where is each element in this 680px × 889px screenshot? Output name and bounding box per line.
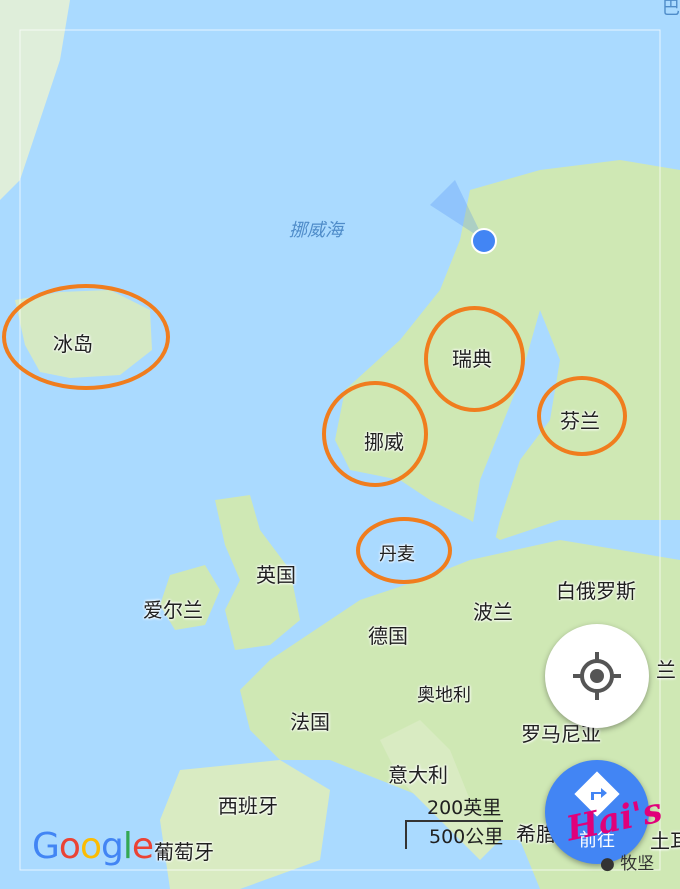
greenland-land (0, 0, 70, 200)
country-label-uk[interactable]: 英国 (256, 563, 296, 587)
highlight-circle-finland (537, 376, 627, 456)
highlight-circle-denmark (356, 517, 452, 584)
italy-land (380, 720, 500, 860)
country-label-spain[interactable]: 西班牙 (218, 794, 278, 818)
country-label-portugal[interactable]: 葡萄牙 (154, 840, 214, 864)
directions-icon (574, 771, 620, 817)
country-label-italy[interactable]: 意大利 (388, 763, 448, 787)
map-scale: 200英里 500公里 (405, 793, 504, 849)
country-label-ireland[interactable]: 爱尔兰 (143, 598, 203, 622)
country-label-austria[interactable]: 奥地利 (417, 685, 471, 706)
heading-beam (430, 180, 484, 240)
iberia-land (160, 760, 330, 889)
current-location-dot (471, 228, 497, 254)
highlight-circle-sweden (424, 306, 525, 412)
country-label-france[interactable]: 法国 (290, 710, 330, 734)
scale-imperial: 200英里 (405, 793, 504, 822)
partial-top-label: 巴 (662, 0, 680, 19)
country-label-partial-right-2: 土耳 (650, 829, 680, 853)
country-label-poland[interactable]: 波兰 (473, 600, 513, 624)
ireland-land (160, 565, 220, 630)
crosshair-icon (573, 652, 621, 700)
highlight-circle-norway (322, 381, 428, 487)
country-label-germany[interactable]: 德国 (368, 624, 408, 648)
navigate-label: 前往 (579, 830, 615, 851)
google-logo: Google (32, 826, 154, 867)
sea-label-norwegian-sea: 挪威海 (289, 220, 343, 241)
navigate-button[interactable]: 前往 (545, 760, 649, 864)
country-label-belarus[interactable]: 白俄罗斯 (556, 579, 636, 603)
scale-metric: 500公里 (405, 822, 503, 849)
country-label-partial-right-1: 兰 (656, 658, 676, 682)
wechat-account: ● 牧坚 (600, 854, 655, 874)
britain-land (215, 495, 300, 650)
baltic-sea (470, 310, 560, 560)
highlight-circle-iceland (2, 284, 170, 390)
my-location-button[interactable] (545, 624, 649, 728)
